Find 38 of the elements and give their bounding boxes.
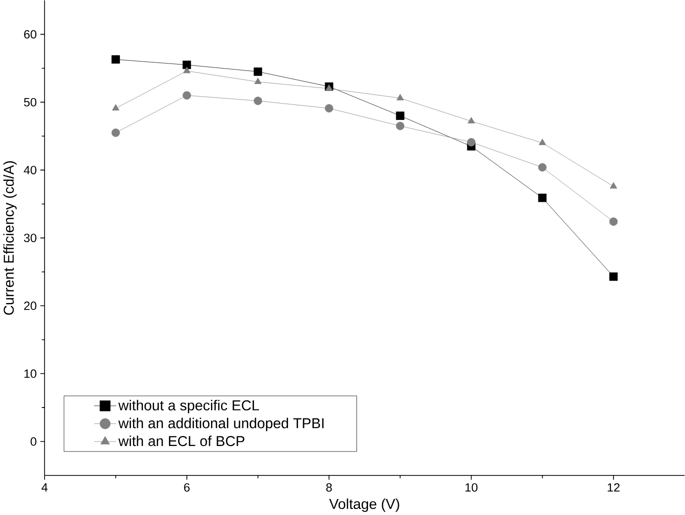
legend-label: with an ECL of BCP <box>118 436 244 446</box>
y-tick-label: 0 <box>30 437 36 446</box>
legend-label: with an additional undoped TPBI <box>118 418 324 432</box>
x-tick-label: 4 <box>42 483 48 492</box>
point <box>468 116 475 124</box>
point <box>182 60 192 69</box>
point <box>183 66 190 74</box>
y-tick-label: 50 <box>24 98 36 106</box>
x-axis-title: Voltage (V) <box>329 498 400 512</box>
point <box>467 138 476 146</box>
legend-label: without a specific ECL <box>118 400 259 414</box>
point <box>538 163 547 172</box>
point <box>112 104 120 110</box>
point <box>112 55 120 64</box>
x-tick-label: 8 <box>326 483 332 492</box>
point <box>610 182 618 188</box>
y-axis-title: Current Efficiency (cd/A) <box>3 161 17 315</box>
x-tick-label: 6 <box>184 483 190 492</box>
point <box>254 96 262 105</box>
point <box>609 272 618 281</box>
point <box>182 91 192 100</box>
point <box>396 94 404 100</box>
x-tick-label: 12 <box>608 483 620 492</box>
point <box>609 217 618 226</box>
y-tick-label: 10 <box>24 369 36 378</box>
point <box>396 122 404 130</box>
point <box>396 111 404 120</box>
y-tick-label: 60 <box>24 30 36 38</box>
y-tick-label: 40 <box>24 166 36 174</box>
point <box>254 78 262 84</box>
y-tick-label: 30 <box>24 234 36 242</box>
point <box>254 67 262 76</box>
point <box>324 104 334 112</box>
point <box>538 194 547 202</box>
point <box>538 138 546 146</box>
point <box>112 128 120 137</box>
x-tick-label: 10 <box>466 483 478 492</box>
y-tick-label: 20 <box>24 301 36 310</box>
